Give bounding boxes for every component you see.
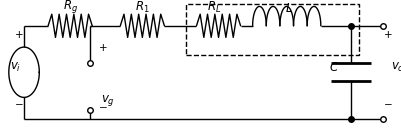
Text: $-$: $-$: [98, 101, 108, 111]
Text: $+$: $+$: [14, 29, 24, 40]
Text: $R_L$: $R_L$: [207, 0, 222, 15]
Text: $v_i$: $v_i$: [10, 61, 21, 74]
Text: $v_o$: $v_o$: [391, 61, 401, 74]
Text: $C$: $C$: [329, 61, 339, 74]
Text: $-$: $-$: [14, 98, 24, 108]
Text: $R_g$: $R_g$: [63, 0, 78, 15]
Text: $+$: $+$: [383, 29, 393, 40]
Bar: [186, 4, 359, 55]
Text: $v_g$: $v_g$: [101, 93, 115, 108]
Text: $-$: $-$: [383, 98, 393, 108]
Text: $L$: $L$: [285, 2, 293, 15]
Text: $+$: $+$: [98, 42, 108, 53]
Text: $R_1$: $R_1$: [135, 0, 150, 15]
